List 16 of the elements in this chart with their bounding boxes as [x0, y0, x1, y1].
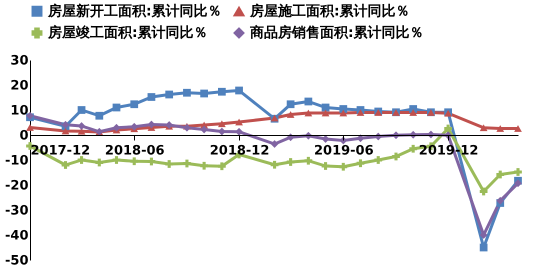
x-tick-label: 2018-06 [104, 144, 165, 158]
y-tick-label: 20 [10, 78, 28, 94]
y-tick-label: -30 [5, 204, 28, 218]
legend-label: 房屋新开工面积:累计同比％ [47, 2, 222, 20]
y-tick-label: 10 [10, 104, 28, 118]
y-tick-label: 30 [10, 54, 28, 68]
legend-label: 房屋竣工面积:累计同比％ [47, 24, 208, 41]
y-tick-label: -10 [5, 154, 28, 168]
legend-label: 房屋施工面积:累计同比％ [249, 2, 410, 20]
y-tick-label: 0 [19, 128, 28, 144]
legend-label: 商品房销售面积:累计同比％ [249, 24, 424, 41]
x-tick-label: 2019-06 [314, 144, 374, 158]
y-tick-label: -20 [5, 178, 28, 194]
y-tick-label: -40 [5, 228, 28, 244]
x-tick-label: 2018-12 [210, 144, 270, 158]
y-tick-label: -50 [5, 254, 28, 268]
